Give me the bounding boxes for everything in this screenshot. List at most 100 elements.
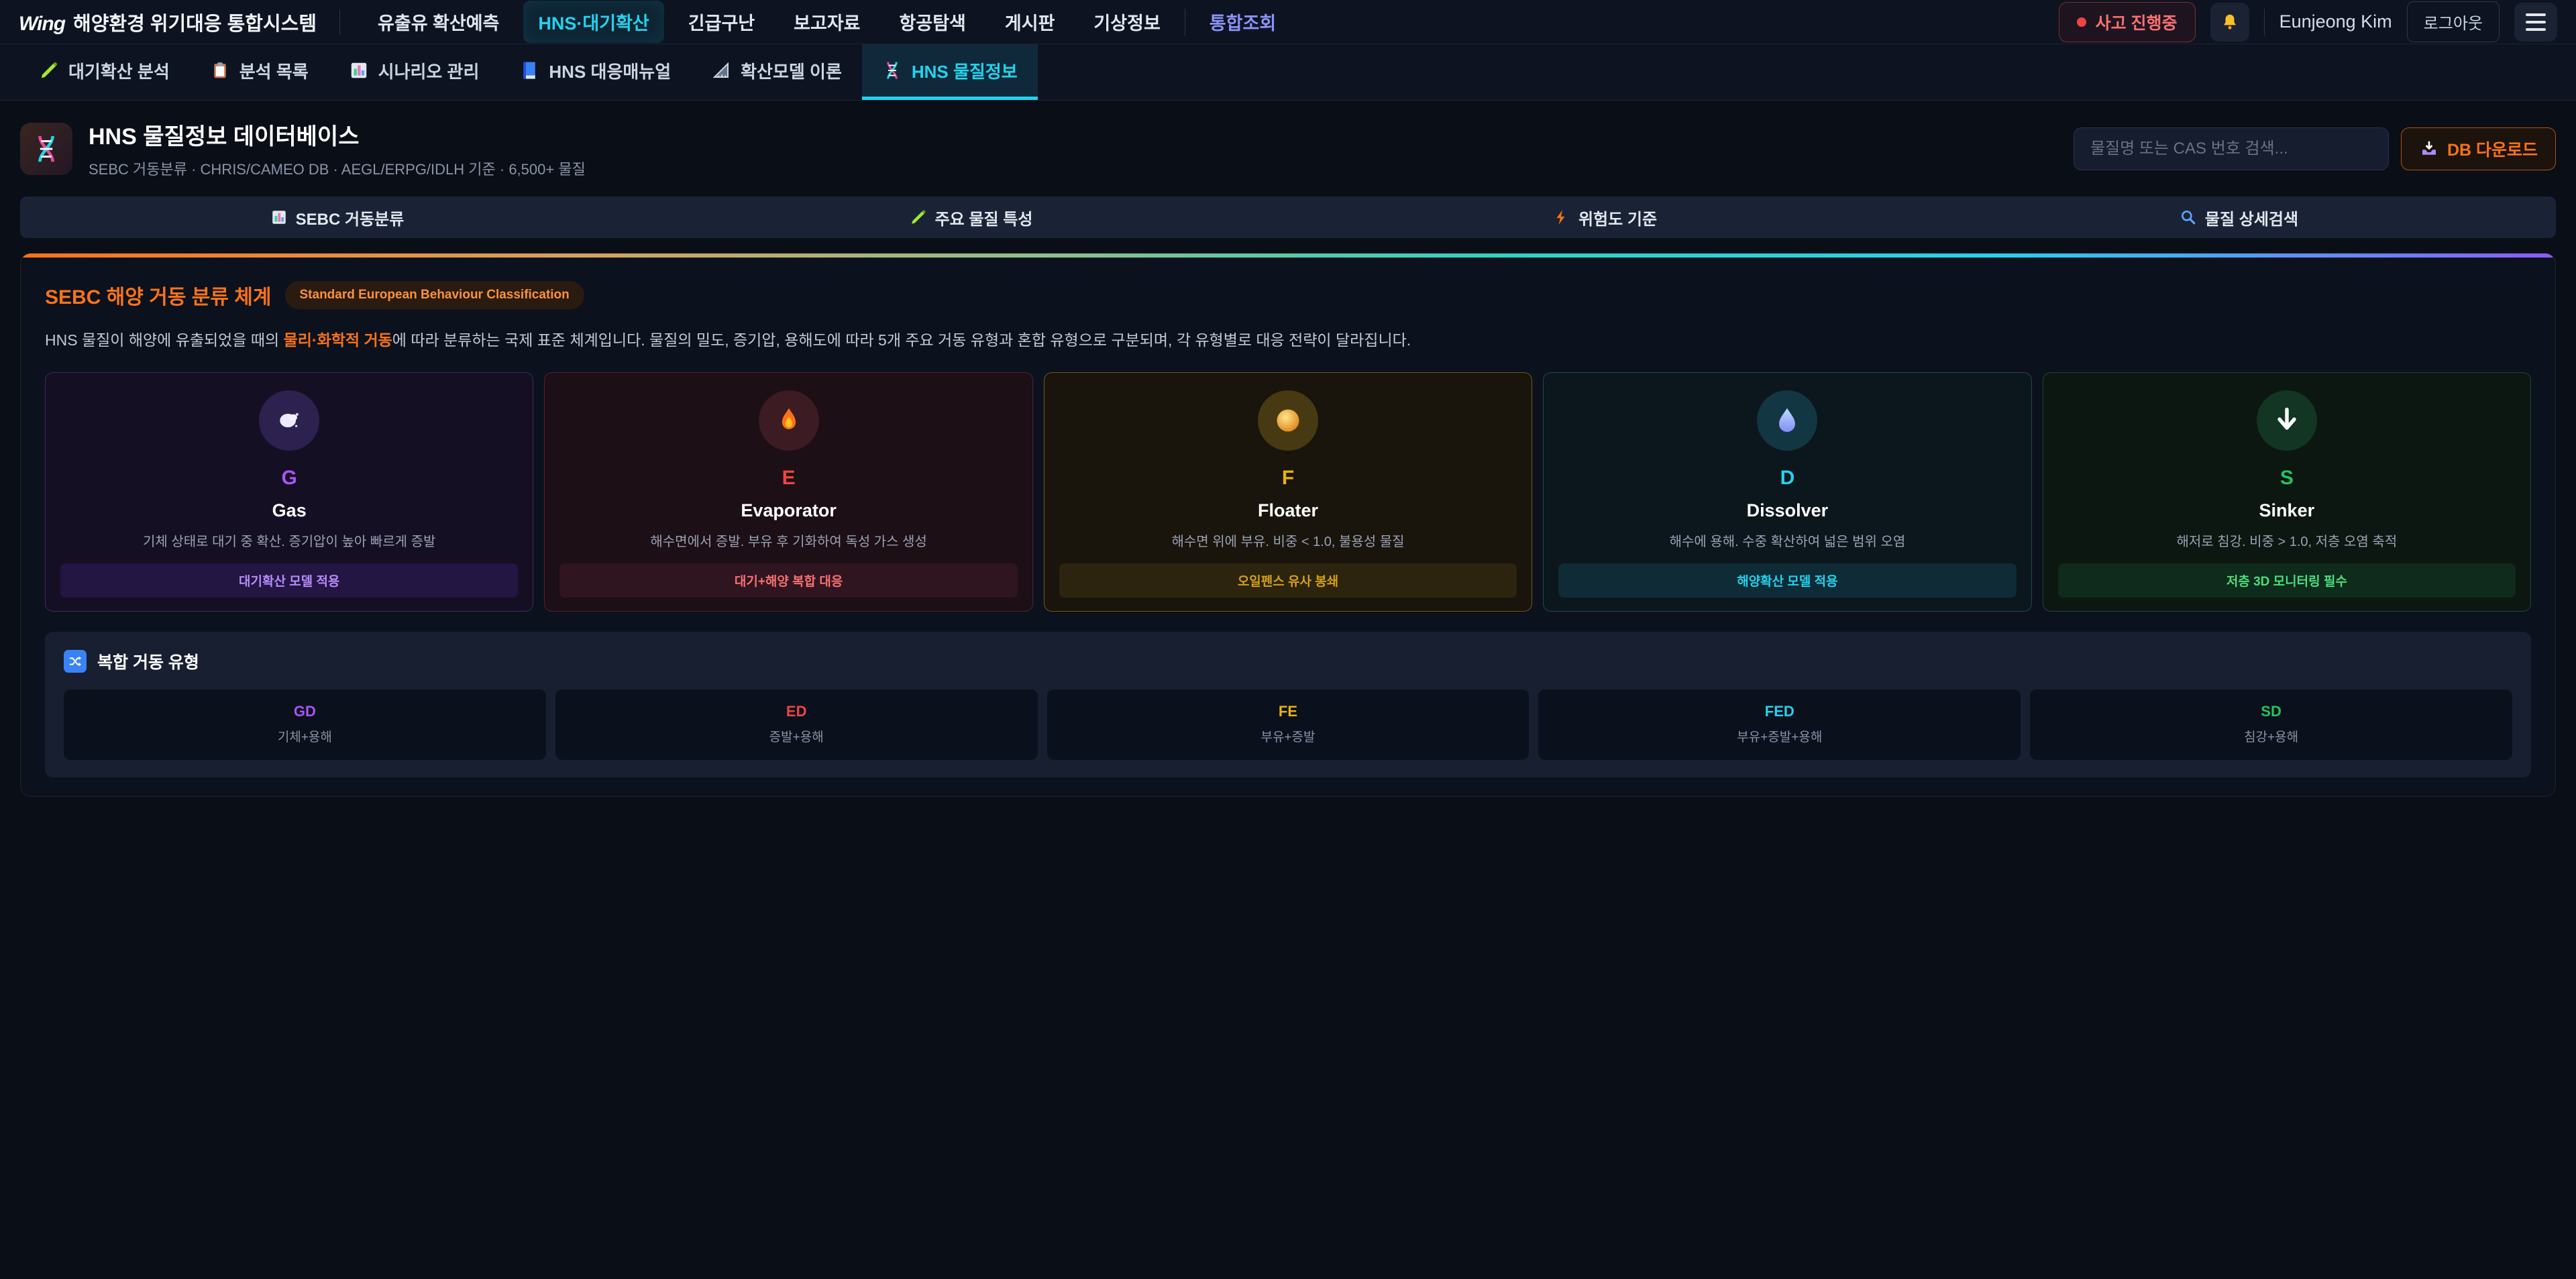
gas-puff-icon xyxy=(280,412,299,427)
complex-card-fed[interactable]: FED 부유+증발+용해 xyxy=(1538,689,2021,760)
complex-code: SD xyxy=(2261,702,2282,720)
floater-icon-circle xyxy=(1258,390,1319,451)
behavior-card-evaporator[interactable]: E Evaporator 해수면에서 증발. 부유 후 기화하여 독성 가스 생… xyxy=(544,372,1033,612)
evaporator-icon-circle xyxy=(758,390,819,451)
app-logo: Wing 해양환경 위기대응 통합시스템 xyxy=(19,8,317,36)
pencil-icon xyxy=(41,62,58,78)
view-tab-sebc-classification[interactable]: SEBC 거동분류 xyxy=(20,197,654,238)
sebc-description-highlight: 물리·화학적 거동 xyxy=(283,331,392,349)
behavior-desc: 해수면 위에 부유. 비중 < 1.0, 불용성 물질 xyxy=(1171,534,1405,549)
nav-item-board[interactable]: 게시판 xyxy=(1004,13,1055,34)
complex-card-ed[interactable]: ED 증발+용해 xyxy=(555,689,1038,760)
download-icon xyxy=(2422,141,2436,155)
top-navbar: Wing 해양환경 위기대응 통합시스템 유출유 확산예측 HNS·대기확산 긴… xyxy=(0,0,2576,44)
subnav-tab-label: 분석 목록 xyxy=(239,61,309,82)
behavior-card-gas[interactable]: G Gas 기체 상태로 대기 중 확산. 증기압이 높아 빠르게 증발 대기확… xyxy=(45,372,534,612)
behavior-card-floater[interactable]: F Floater 해수면 위에 부유. 비중 < 1.0, 불용성 물질 오일… xyxy=(1043,372,1533,612)
view-tab-substance-properties[interactable]: 주요 물질 특성 xyxy=(654,197,1288,238)
behavior-tag: 대기확산 모델 적용 xyxy=(60,563,519,598)
subnav-tab-label: 시나리오 관리 xyxy=(378,61,480,82)
nav-divider xyxy=(2263,8,2265,36)
bell-icon xyxy=(2223,14,2236,30)
behavior-tag: 오일펜스 유사 봉쇄 xyxy=(1059,563,1517,598)
substance-search-input[interactable] xyxy=(2073,127,2389,170)
complex-card-fe[interactable]: FE 부유+증발 xyxy=(1046,689,1529,760)
behavior-code: D xyxy=(1780,466,1795,489)
behavior-name: Evaporator xyxy=(741,500,837,520)
behavior-code: G xyxy=(281,466,297,489)
subnav-tab-hns-manual[interactable]: HNS 대응매뉴얼 xyxy=(499,44,691,100)
db-download-button[interactable]: DB 다운로드 xyxy=(2400,127,2556,170)
incident-dot-icon xyxy=(2076,17,2086,27)
nav-item-aerial-search[interactable]: 항공탐색 xyxy=(899,13,966,34)
yellow-circle-icon xyxy=(1277,409,1299,431)
chart-icon xyxy=(272,211,286,224)
droplet-icon xyxy=(1779,408,1796,432)
sebc-description: HNS 물질이 해양에 유출되었을 때의 물리·화학적 거동에 따라 분류하는 … xyxy=(21,329,2555,352)
subnav-tab-scenario-management[interactable]: 시나리오 관리 xyxy=(329,44,500,100)
logo-text: 해양환경 위기대응 통합시스템 xyxy=(73,13,317,35)
user-name: Eunjeong Kim xyxy=(2279,11,2392,32)
nav-item-hns-dispersion[interactable]: HNS·대기확산 xyxy=(523,1,664,43)
behavior-desc: 기체 상태로 대기 중 확산. 증기압이 높아 빠르게 증발 xyxy=(142,534,436,549)
complex-code: FED xyxy=(1764,702,1794,720)
nav-item-reports[interactable]: 보고자료 xyxy=(794,13,861,34)
page-title: HNS 물질정보 데이터베이스 xyxy=(89,124,360,150)
behavior-name: Gas xyxy=(272,500,307,520)
arrow-down-icon xyxy=(2277,407,2296,430)
sebc-section-title: SEBC 해양 거동 분류 체계 xyxy=(45,286,272,309)
shuffle-icon xyxy=(64,649,87,673)
view-tab-label: 주요 물질 특성 xyxy=(934,210,1033,229)
logo-mark: Wing xyxy=(19,12,66,35)
subnav-tab-model-theory[interactable]: 확산모델 이론 xyxy=(691,44,862,100)
incident-status-badge[interactable]: 사고 진행중 xyxy=(2058,1,2196,42)
behavior-tag: 저층 3D 모니터링 필수 xyxy=(2057,563,2516,598)
hamburger-icon xyxy=(2526,13,2546,16)
page-subtitle: SEBC 거동분류 · CHRIS/CAMEO DB · AEGL/ERPG/I… xyxy=(89,161,586,178)
nav-item-integrated-search[interactable]: 통합조회 xyxy=(1209,13,1277,34)
nav-menu: 유출유 확산예측 HNS·대기확산 긴급구난 보고자료 항공탐색 게시판 기상정… xyxy=(363,1,2059,43)
behavior-desc: 해저로 침강. 비중 > 1.0, 저층 오염 축적 xyxy=(2176,534,2398,549)
page-header-titles: HNS 물질정보 데이터베이스 SEBC 거동분류 · CHRIS/CAMEO … xyxy=(89,118,2057,179)
subnav-tab-label: 확산모델 이론 xyxy=(741,61,842,82)
subnav-tab-hns-substance-info[interactable]: HNS 물질정보 xyxy=(861,44,1038,100)
view-tab-risk-criteria[interactable]: 위험도 기준 xyxy=(1288,197,1922,238)
complex-desc: 증발+용해 xyxy=(769,730,824,744)
subnav-tab-label: HNS 물질정보 xyxy=(911,61,1018,82)
complex-code: GD xyxy=(293,702,316,720)
complex-title-row: 복합 거동 유형 xyxy=(64,649,2512,673)
behavior-code: S xyxy=(2279,466,2294,489)
nav-right-group: 사고 진행중 Eunjeong Kim 로그아웃 xyxy=(2058,1,2557,42)
sebc-description-post: 에 따라 분류하는 국제 표준 체계입니다. 물질의 밀도, 증기압, 용해도에… xyxy=(392,331,1411,349)
complex-card-gd[interactable]: GD 기체+용해 xyxy=(64,689,546,760)
sebc-standard-badge: Standard European Behaviour Classificati… xyxy=(284,281,584,309)
behavior-name: Sinker xyxy=(2259,500,2315,520)
sebc-description-pre: HNS 물질이 해양에 유출되었을 때의 xyxy=(45,331,284,349)
view-tab-detail-search[interactable]: 물질 상세검색 xyxy=(1922,197,2556,238)
sebc-title-row: SEBC 해양 거동 분류 체계 Standard European Behav… xyxy=(21,258,2555,310)
complex-card-sd[interactable]: SD 침강+용해 xyxy=(2030,689,2512,760)
complex-section-title: 복합 거동 유형 xyxy=(97,653,199,672)
menu-button[interactable] xyxy=(2514,2,2557,42)
chart-icon xyxy=(351,62,366,78)
complex-behavior-section: 복합 거동 유형 GD 기체+용해 ED 증발+용해 FE 부유+증발 FED … xyxy=(45,631,2531,777)
dna-icon xyxy=(38,135,54,162)
subnav-tab-analysis-list[interactable]: 분석 목록 xyxy=(190,44,329,100)
nav-item-weather[interactable]: 기상정보 xyxy=(1093,13,1161,34)
nav-divider xyxy=(339,9,341,35)
view-tab-bar: SEBC 거동분류 주요 물질 특성 위험도 기준 물질 상세검색 xyxy=(20,197,2556,238)
nav-item-oil-spill[interactable]: 유출유 확산예측 xyxy=(378,13,500,34)
gas-icon-circle xyxy=(259,390,320,451)
behavior-card-sinker[interactable]: S Sinker 해저로 침강. 비중 > 1.0, 저층 오염 축적 저층 3… xyxy=(2042,372,2532,612)
behavior-tag: 대기+해양 복합 대응 xyxy=(559,563,1018,598)
dna-icon xyxy=(887,62,898,79)
logout-button[interactable]: 로그아웃 xyxy=(2406,1,2500,42)
nav-item-emergency-rescue[interactable]: 긴급구난 xyxy=(688,13,755,34)
behavior-card-dissolver[interactable]: D Dissolver 해수에 용해. 수중 확산하여 넓은 범위 오염 해양확… xyxy=(1543,372,2032,612)
dissolver-icon-circle xyxy=(1757,390,1818,451)
view-tab-label: 물질 상세검색 xyxy=(2204,210,2299,229)
behavior-name: Floater xyxy=(1258,500,1319,520)
sebc-panel: SEBC 해양 거동 분류 체계 Standard European Behav… xyxy=(20,253,2556,797)
subnav-tab-dispersion-analysis[interactable]: 대기확산 분석 xyxy=(19,44,190,100)
notifications-button[interactable] xyxy=(2210,2,2249,42)
